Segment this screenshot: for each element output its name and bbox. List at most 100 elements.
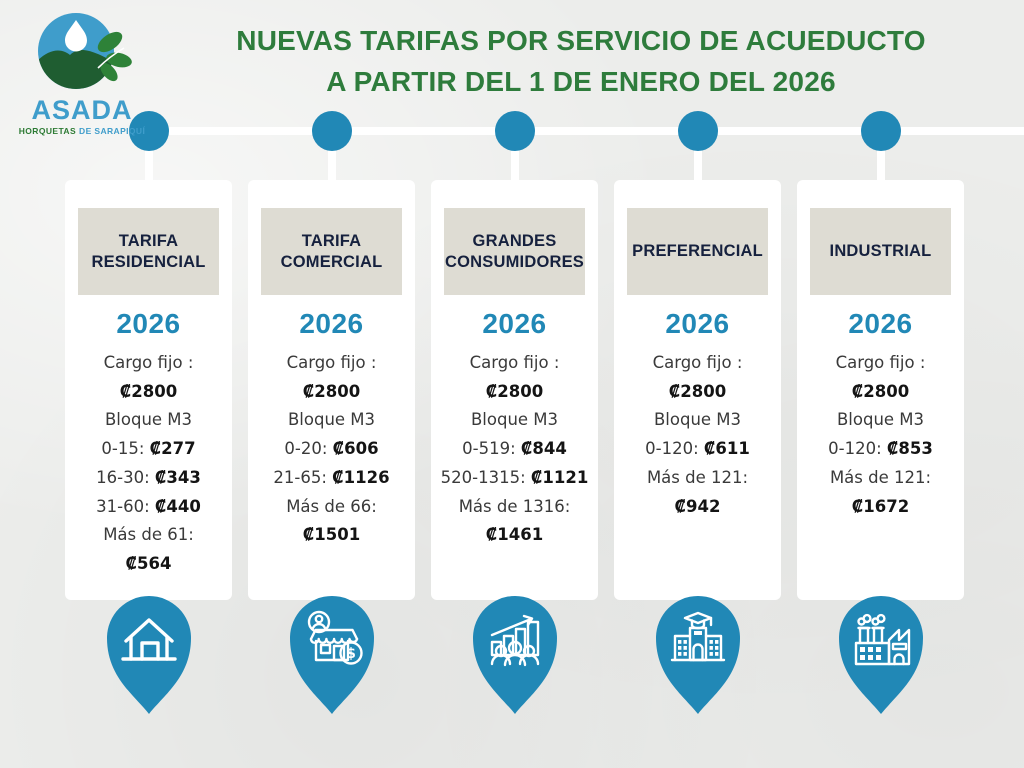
tariff-row: ₡1501 [248, 521, 415, 550]
tariff-row: 21-65: ₡1126 [248, 464, 415, 493]
tariff-row: 31-60: ₡440 [65, 493, 232, 522]
tariff-category-label: GRANDES CONSUMIDORES [445, 232, 585, 271]
tariff-column-grandes-consumidores: GRANDES CONSUMIDORES 2026 Cargo fijo : ₡2… [431, 111, 598, 714]
tariff-year: 2026 [116, 308, 181, 339]
row-value: ₡564 [125, 553, 172, 573]
tariff-card: INDUSTRIAL 2026 Cargo fijo : ₡2800 Bloque … [797, 180, 964, 600]
category-pin: $ [282, 592, 382, 716]
row-label: 16-30: [96, 467, 150, 487]
tariff-row: 520-1315: ₡1121 [431, 464, 598, 493]
tariff-year: 2026 [482, 308, 547, 339]
row-label: Más de 121: [829, 467, 932, 487]
tariff-card: GRANDES CONSUMIDORES 2026 Cargo fijo : ₡2… [431, 180, 598, 600]
timeline-stem [693, 131, 702, 180]
row-value: ₡2800 [668, 381, 727, 401]
poster-title-line2: A PARTIR DEL 1 DE ENERO DEL 2026 [326, 66, 836, 98]
row-value: ₡844 [520, 439, 567, 459]
tariff-column-industrial: INDUSTRIAL 2026 Cargo fijo : ₡2800 Bloque … [797, 111, 964, 714]
row-value: ₡606 [332, 439, 379, 459]
timeline-dot [128, 111, 169, 151]
row-label: 0-120: [828, 439, 882, 459]
tariff-detail-rows: Cargo fijo : ₡2800 Bloque M3 0-519: ₡844 520… [431, 349, 598, 550]
timeline-dot [494, 111, 535, 151]
logo-tagline-secondary: DE SARAPIQUÍ [79, 126, 146, 136]
row-value: ₡1672 [851, 496, 910, 516]
tariff-row: Más de 121: [797, 464, 964, 493]
tariff-row: ₡1461 [431, 521, 598, 550]
tariff-category-header: TARIFA RESIDENCIAL [78, 208, 219, 295]
tariff-row: 0-20: ₡606 [248, 435, 415, 464]
row-label: Bloque M3 [836, 410, 925, 430]
row-label: Cargo fijo : [103, 353, 194, 372]
row-label: Cargo fijo : [652, 353, 743, 372]
tariff-detail-rows: Cargo fijo : ₡2800 Bloque M3 0-20: ₡606 21-6… [248, 349, 415, 550]
school-building-icon [655, 596, 740, 714]
row-value: ₡343 [154, 467, 201, 487]
category-pin [99, 592, 199, 716]
logo-tagline: HORQUETAS DE SARAPIQUÍ [14, 126, 150, 136]
tariff-row: Bloque M3 [797, 406, 964, 435]
tariff-row: ₡564 [65, 550, 232, 579]
tariff-row: Cargo fijo : [248, 349, 415, 378]
tariff-row: Cargo fijo : [431, 349, 598, 378]
row-value: ₡942 [674, 496, 721, 516]
tariff-row: Más de 1316: [431, 493, 598, 522]
category-pin [648, 592, 748, 716]
asada-logo: ASADA HORQUETAS DE SARAPIQUÍ [14, 10, 150, 136]
tariff-row: Bloque M3 [65, 406, 232, 435]
tariff-row: ₡2800 [65, 378, 232, 407]
row-label: Más de 66: [286, 496, 377, 516]
row-value: ₡1126 [332, 467, 390, 487]
storefront-icon: $ [289, 596, 374, 714]
row-value: ₡440 [154, 496, 201, 516]
factory-icon [838, 596, 923, 714]
timeline-stem [876, 131, 885, 180]
row-label: 0-20: [284, 439, 328, 459]
row-value: ₡1121 [530, 467, 589, 487]
tariff-category-label: TARIFA COMERCIAL [280, 232, 383, 271]
row-label: Bloque M3 [287, 410, 376, 430]
tariff-row: Más de 61: [65, 521, 232, 550]
row-label: Más de 61: [103, 525, 194, 545]
row-label: Cargo fijo : [469, 353, 560, 372]
tariff-columns: TARIFA RESIDENCIAL 2026 Cargo fijo : ₡280… [65, 111, 964, 714]
row-label: 520-1315: [440, 467, 526, 487]
row-label: 21-65: [273, 467, 327, 487]
tariff-row: 0-15: ₡277 [65, 435, 232, 464]
tariff-row: ₡2800 [248, 378, 415, 407]
tariff-year: 2026 [299, 308, 364, 339]
tariff-row: 0-120: ₡611 [614, 435, 781, 464]
tariff-card: TARIFA COMERCIAL 2026 Cargo fijo : ₡2800 B… [248, 180, 415, 600]
timeline-dot [311, 111, 352, 151]
timeline-dot [860, 111, 901, 151]
row-label: Bloque M3 [653, 410, 742, 430]
row-label: Cargo fijo : [286, 353, 377, 372]
tariff-row: 0-120: ₡853 [797, 435, 964, 464]
category-pin [831, 592, 931, 716]
row-label: 0-519: [462, 439, 516, 459]
tariff-card: PREFERENCIAL 2026 Cargo fijo : ₡2800 Bloqu… [614, 180, 781, 600]
tariff-column-preferencial: PREFERENCIAL 2026 Cargo fijo : ₡2800 Bloqu… [614, 111, 781, 714]
tariff-row: Bloque M3 [248, 406, 415, 435]
tariff-column-residencial: TARIFA RESIDENCIAL 2026 Cargo fijo : ₡280… [65, 111, 232, 714]
row-value: ₡853 [886, 439, 933, 459]
tariff-category-header: GRANDES CONSUMIDORES [444, 208, 585, 295]
tariff-row: ₡2800 [797, 378, 964, 407]
house-icon [106, 596, 191, 714]
tariff-category-header: TARIFA COMERCIAL [261, 208, 402, 295]
tariff-detail-rows: Cargo fijo : ₡2800 Bloque M3 0-120: ₡853 Más… [797, 349, 964, 521]
tariff-row: 16-30: ₡343 [65, 464, 232, 493]
asada-emblem-icon [38, 13, 132, 89]
tariff-category-header: PREFERENCIAL [627, 208, 768, 295]
tariff-category-label: PREFERENCIAL [632, 242, 763, 261]
row-label: Más de 1316: [458, 496, 571, 516]
row-label: Cargo fijo : [835, 353, 926, 372]
row-value: ₡277 [149, 439, 196, 459]
poster-title-line1: NUEVAS TARIFAS POR SERVICIO DE ACUEDUCTO [236, 25, 926, 56]
row-label: Bloque M3 [470, 410, 559, 430]
tariff-category-header: INDUSTRIAL [810, 208, 951, 295]
row-value: ₡2800 [119, 381, 178, 401]
timeline-stem [327, 131, 336, 180]
tariff-row: Bloque M3 [431, 406, 598, 435]
